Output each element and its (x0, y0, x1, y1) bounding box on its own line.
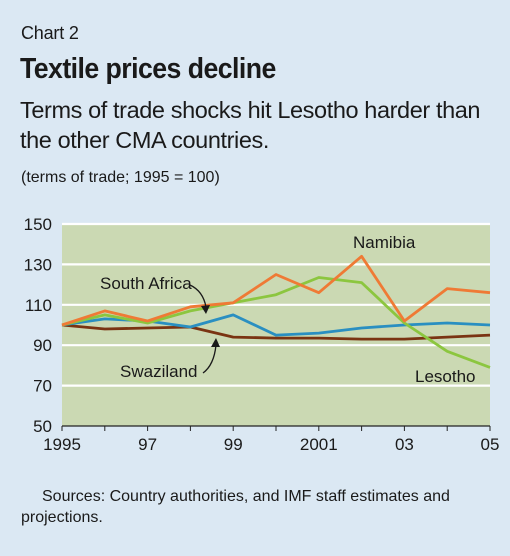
arrowhead-icon (211, 338, 220, 347)
y-tick-label: 150 (24, 215, 52, 234)
x-tick-label: 1995 (43, 435, 81, 454)
chart-title: Textile prices decline (20, 53, 276, 85)
series-label-south-africa: South Africa (100, 274, 192, 293)
y-tick-label: 90 (33, 336, 52, 355)
x-tick-label: 97 (138, 435, 157, 454)
series-label-namibia: Namibia (353, 233, 416, 252)
y-tick-label: 110 (25, 296, 52, 315)
leader-line-south-africa (189, 284, 207, 308)
chart-number: Chart 2 (21, 23, 79, 43)
line-chart: 50 70 90 110 130 150 1995 97 99 2001 03 05 Namibia So… (24, 215, 500, 454)
x-tick-label: 03 (395, 435, 414, 454)
x-tick-label: 05 (481, 435, 500, 454)
x-tick-label: 2001 (300, 435, 338, 454)
series-label-swaziland: Swaziland (120, 362, 198, 381)
chart-subtitle: Terms of trade shocks hit Lesotho harder… (20, 97, 481, 153)
source-note: Sources: Country authorities, and IMF st… (21, 488, 450, 526)
unit-note: (terms of trade; 1995 = 100) (21, 169, 220, 186)
series-line-namibia (61, 254, 491, 327)
series-line-lesotho (61, 276, 491, 369)
series-label-lesotho: Lesotho (415, 367, 476, 386)
y-tick-label: 130 (24, 255, 52, 274)
y-tick-label: 70 (33, 377, 52, 396)
series-line-swaziland (61, 323, 491, 341)
arrowhead-icon (201, 305, 210, 314)
leader-line-swaziland (202, 344, 217, 374)
x-tick-label: 99 (224, 435, 243, 454)
y-tick-label: 50 (33, 417, 52, 436)
